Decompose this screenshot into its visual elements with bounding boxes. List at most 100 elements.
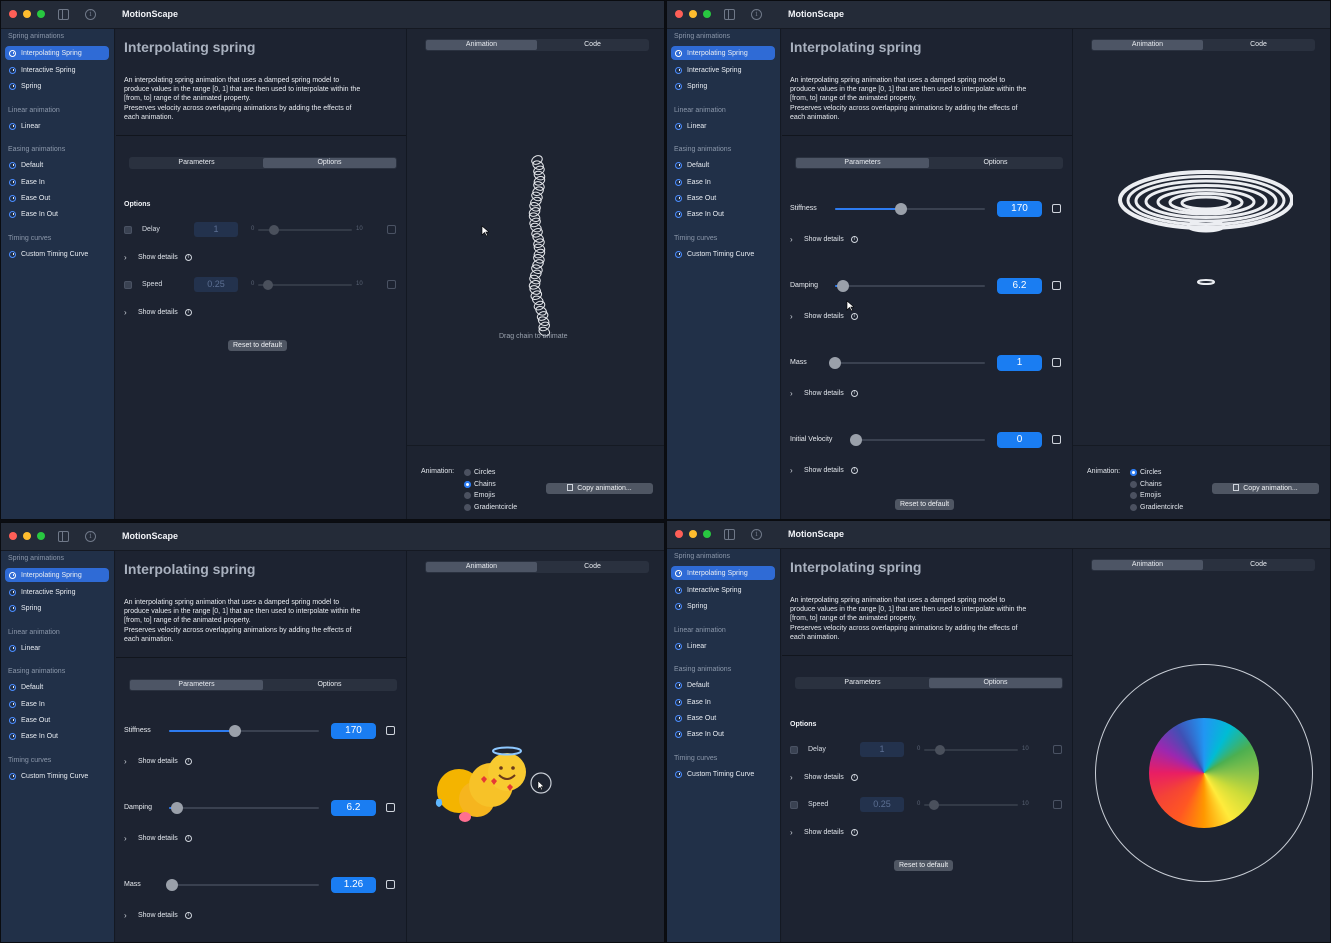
- drag-handle-circle[interactable]: [527, 769, 555, 797]
- show-details-toggle[interactable]: › Show details i: [124, 911, 192, 920]
- initial-velocity-value-field[interactable]: 0: [997, 432, 1042, 448]
- radio-gradientcircle[interactable]: Gradientcircle: [1130, 502, 1183, 514]
- stiffness-slider-track[interactable]: [169, 730, 319, 732]
- tab-parameters[interactable]: Parameters: [796, 158, 929, 168]
- sidebar-toggle-icon[interactable]: [724, 9, 735, 20]
- edit-icon[interactable]: [1052, 358, 1061, 367]
- emoji-animation[interactable]: [429, 741, 552, 831]
- show-details-toggle[interactable]: › Show details i: [790, 235, 858, 244]
- stiffness-slider-knob[interactable]: [229, 725, 241, 737]
- speed-value-field[interactable]: 0.25: [860, 797, 904, 812]
- info-icon[interactable]: i: [184, 835, 192, 842]
- info-icon[interactable]: i: [85, 531, 96, 542]
- speed-slider-knob[interactable]: [263, 280, 273, 290]
- radio-chains[interactable]: Chains: [464, 479, 517, 491]
- edit-icon[interactable]: [386, 880, 395, 889]
- sidebar-item-default[interactable]: Default: [5, 158, 109, 172]
- show-details-toggle[interactable]: › Show details i: [790, 828, 858, 837]
- edit-icon[interactable]: [1052, 435, 1061, 444]
- damping-value-field[interactable]: 6.2: [997, 278, 1042, 294]
- sidebar-item-default[interactable]: Default: [5, 680, 109, 694]
- tab-animation[interactable]: Animation: [1092, 560, 1203, 570]
- info-icon[interactable]: i: [184, 912, 192, 919]
- close-button[interactable]: [9, 10, 17, 18]
- delay-slider-knob[interactable]: [269, 225, 279, 235]
- show-details-toggle[interactable]: › Show details i: [124, 834, 192, 843]
- sidebar-item-linear[interactable]: Linear: [671, 119, 775, 133]
- sidebar-item-custom-timing-curve[interactable]: Custom Timing Curve: [5, 247, 109, 261]
- show-details-toggle[interactable]: › Show details i: [790, 773, 858, 782]
- tab-animation[interactable]: Animation: [426, 562, 537, 572]
- stiffness-slider-knob[interactable]: [895, 203, 907, 215]
- speed-checkbox[interactable]: [790, 801, 798, 809]
- tab-options[interactable]: Options: [317, 681, 342, 688]
- sidebar-item-spring[interactable]: Spring: [5, 79, 109, 93]
- tab-options[interactable]: Options: [983, 159, 1008, 166]
- info-icon[interactable]: i: [850, 829, 858, 836]
- delay-value-field[interactable]: 1: [194, 222, 238, 237]
- tab-parameters[interactable]: Parameters: [178, 159, 215, 166]
- mass-slider-knob[interactable]: [829, 357, 841, 369]
- info-icon[interactable]: i: [184, 254, 192, 261]
- info-icon[interactable]: i: [850, 467, 858, 474]
- info-icon[interactable]: i: [85, 9, 96, 20]
- close-button[interactable]: [9, 532, 17, 540]
- sidebar-item-linear[interactable]: Linear: [5, 641, 109, 655]
- info-icon[interactable]: i: [850, 390, 858, 397]
- radio-gradientcircle[interactable]: Gradientcircle: [464, 502, 517, 514]
- minimize-button[interactable]: [23, 10, 31, 18]
- speed-checkbox[interactable]: [124, 281, 132, 289]
- tab-code[interactable]: Code: [1250, 561, 1267, 568]
- tab-options[interactable]: Options: [929, 678, 1062, 688]
- sidebar-item-interpolating-spring[interactable]: Interpolating Spring: [5, 46, 109, 60]
- mass-slider-knob[interactable]: [166, 879, 178, 891]
- delay-value-field[interactable]: 1: [860, 742, 904, 757]
- info-icon[interactable]: i: [751, 529, 762, 540]
- show-details-toggle[interactable]: › Show details i: [790, 312, 858, 321]
- sidebar-item-interpolating-spring[interactable]: Interpolating Spring: [5, 568, 109, 582]
- show-details-toggle[interactable]: › Show details i: [790, 389, 858, 398]
- sidebar-item-ease-out[interactable]: Ease Out: [671, 711, 775, 725]
- sidebar-item-ease-out[interactable]: Ease Out: [671, 191, 775, 205]
- sidebar-item-linear[interactable]: Linear: [671, 639, 775, 653]
- reset-button[interactable]: Reset to default: [894, 860, 954, 871]
- initial-velocity-slider-track[interactable]: [850, 439, 985, 441]
- radio-emojis[interactable]: Emojis: [1130, 490, 1183, 502]
- sidebar-item-ease-in-out[interactable]: Ease In Out: [5, 729, 109, 743]
- sidebar-item-ease-in[interactable]: Ease In: [671, 175, 775, 189]
- sidebar-toggle-icon[interactable]: [724, 529, 735, 540]
- sidebar-item-spring[interactable]: Spring: [671, 599, 775, 613]
- minimize-button[interactable]: [689, 10, 697, 18]
- zoom-button[interactable]: [703, 10, 711, 18]
- sidebar-item-custom-timing-curve[interactable]: Custom Timing Curve: [5, 769, 109, 783]
- mass-slider-track[interactable]: [169, 884, 319, 886]
- info-icon[interactable]: i: [184, 309, 192, 316]
- tab-animation[interactable]: Animation: [426, 40, 537, 50]
- close-button[interactable]: [675, 10, 683, 18]
- sidebar-item-ease-in-out[interactable]: Ease In Out: [671, 207, 775, 221]
- sidebar-item-ease-out[interactable]: Ease Out: [5, 713, 109, 727]
- sidebar-item-interactive-spring[interactable]: Interactive Spring: [671, 63, 775, 77]
- tab-options[interactable]: Options: [263, 158, 396, 168]
- sidebar-item-interactive-spring[interactable]: Interactive Spring: [671, 583, 775, 597]
- speed-slider-track[interactable]: [924, 804, 1018, 806]
- sidebar-item-interactive-spring[interactable]: Interactive Spring: [5, 63, 109, 77]
- show-details-toggle[interactable]: › Show details i: [124, 253, 192, 262]
- chain-animation[interactable]: [507, 154, 567, 344]
- sidebar-item-ease-in[interactable]: Ease In: [5, 697, 109, 711]
- damping-slider-track[interactable]: [169, 807, 319, 809]
- sidebar-item-ease-out[interactable]: Ease Out: [5, 191, 109, 205]
- sidebar-item-interpolating-spring[interactable]: Interpolating Spring: [671, 46, 775, 60]
- zoom-button[interactable]: [703, 530, 711, 538]
- sidebar-item-linear[interactable]: Linear: [5, 119, 109, 133]
- minimize-button[interactable]: [23, 532, 31, 540]
- show-details-toggle[interactable]: › Show details i: [124, 308, 192, 317]
- radio-chains[interactable]: Chains: [1130, 479, 1183, 491]
- mass-value-field[interactable]: 1: [997, 355, 1042, 371]
- sidebar-item-ease-in-out[interactable]: Ease In Out: [671, 727, 775, 741]
- info-icon[interactable]: i: [751, 9, 762, 20]
- sidebar-item-custom-timing-curve[interactable]: Custom Timing Curve: [671, 767, 775, 781]
- show-details-toggle[interactable]: › Show details i: [790, 466, 858, 475]
- speed-value-field[interactable]: 0.25: [194, 277, 238, 292]
- sidebar-item-interactive-spring[interactable]: Interactive Spring: [5, 585, 109, 599]
